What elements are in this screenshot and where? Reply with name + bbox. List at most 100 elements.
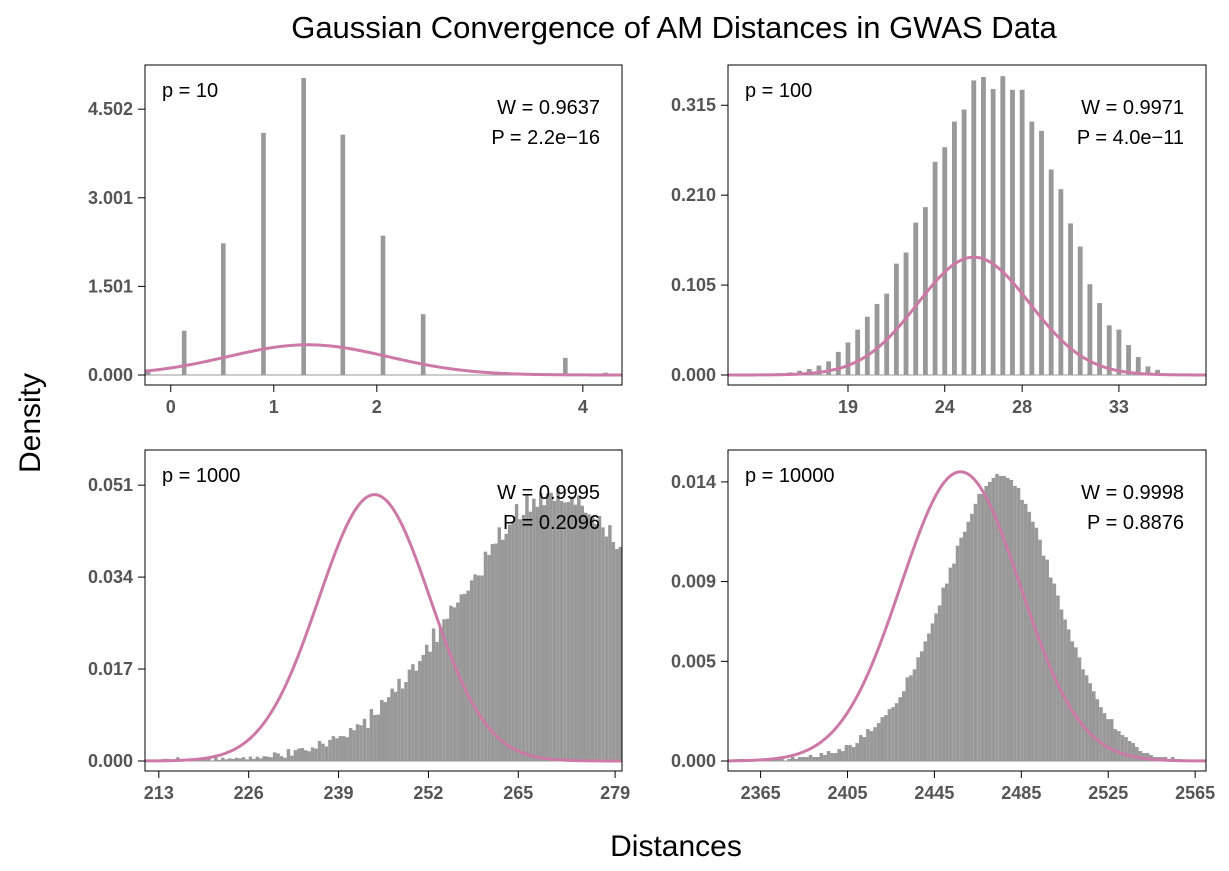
histogram-bar — [335, 738, 339, 761]
histogram-bar — [501, 539, 505, 761]
plot-area — [728, 470, 1206, 763]
histogram-bar — [1138, 751, 1143, 761]
histogram-bar — [535, 506, 540, 761]
histogram-bar — [981, 76, 986, 376]
histogram-bar — [214, 757, 218, 761]
histogram-bar — [362, 718, 367, 761]
histogram-bar — [469, 580, 474, 761]
histogram-bar — [449, 605, 453, 761]
histogram-bar — [893, 263, 899, 375]
histogram-bar — [729, 716, 732, 761]
histogram-bar — [919, 651, 924, 761]
histogram-bar — [342, 736, 346, 761]
histogram-bar — [667, 628, 670, 761]
histogram-bar — [283, 757, 287, 761]
histogram-bar — [248, 756, 253, 761]
histogram-bar — [1081, 669, 1085, 761]
histogram-bar — [1019, 89, 1025, 375]
histogram-bar — [293, 750, 298, 761]
histogram-bar — [942, 147, 948, 375]
histogram-bar — [962, 531, 967, 761]
histogram-bar — [1005, 477, 1010, 761]
histogram-bar — [1106, 325, 1112, 375]
histogram-bar — [376, 714, 381, 761]
plot-area — [145, 77, 622, 377]
histogram-bar — [1131, 743, 1135, 761]
histogram-bar — [445, 618, 450, 761]
histogram-bar — [851, 747, 856, 761]
histogram-bar — [359, 725, 363, 761]
histogram-bar — [1034, 527, 1039, 761]
histogram-bar — [272, 752, 277, 761]
histogram-bar — [1077, 246, 1083, 375]
histogram-bar — [864, 316, 870, 375]
histogram-bar — [262, 756, 266, 761]
histogram-bar — [324, 746, 329, 761]
shapiro-w-statistic: W = 0.9998 — [1081, 482, 1184, 504]
y-axis-label: Density — [14, 373, 47, 473]
histogram-bar — [1039, 130, 1044, 375]
histogram-bar — [300, 748, 304, 761]
histogram-bar — [494, 543, 498, 761]
histogram-bar — [959, 537, 963, 761]
histogram-bar — [221, 757, 225, 761]
histogram-bar — [833, 753, 838, 761]
histogram-bar — [891, 707, 895, 761]
histogram-bar — [338, 736, 343, 761]
histogram-bar — [826, 361, 832, 375]
histogram-bar — [1016, 487, 1021, 761]
histogram-bar — [757, 740, 760, 761]
histogram-bar — [328, 739, 332, 761]
panel-4: 0.000 0.005 0.009 0.014 2365 2405 2445 2485 2525… — [671, 449, 1215, 803]
histogram-bar — [577, 495, 581, 761]
histogram-bar — [286, 749, 291, 761]
histogram-bar — [977, 493, 981, 761]
histogram-bar — [442, 619, 446, 761]
histogram-bar — [304, 750, 308, 761]
panel-label: p = 10 — [162, 80, 218, 102]
y-tick-label: 0.000 — [88, 365, 133, 385]
plot-frame — [727, 64, 1207, 386]
histogram-bar — [1068, 223, 1073, 375]
x-tick-label: 2525 — [1088, 783, 1128, 803]
panel-label: p = 10000 — [745, 465, 835, 487]
histogram-bar — [1052, 583, 1057, 761]
shapiro-p-value: P = 0.8876 — [1087, 512, 1184, 534]
histogram-bar — [837, 749, 842, 761]
histogram-bar — [352, 730, 356, 761]
normal-curve — [728, 470, 1206, 763]
histogram-bar — [241, 757, 246, 761]
histogram-bar — [473, 574, 477, 761]
histogram-bar — [819, 753, 824, 761]
x-tick-label: 2 — [372, 397, 382, 417]
histogram-bar — [317, 740, 322, 761]
histogram-bar — [984, 485, 989, 761]
y-tick-label: 0.014 — [671, 472, 716, 492]
histogram-bar — [380, 235, 386, 375]
histogram-bar — [653, 612, 656, 761]
histogram-bar — [988, 481, 992, 761]
histogram-bar — [261, 132, 266, 375]
histogram-bar — [386, 697, 391, 761]
histogram-bar — [480, 575, 484, 761]
histogram-bar — [1106, 719, 1110, 761]
histogram-bar — [1074, 647, 1078, 761]
histogram-bar — [1027, 511, 1032, 761]
histogram-bar — [1066, 629, 1071, 761]
histogram-bar — [945, 583, 949, 761]
histogram-bar — [366, 728, 370, 761]
histogram-bar — [369, 709, 374, 761]
histogram-bar — [1041, 555, 1046, 761]
histogram-bar — [1126, 345, 1132, 375]
x-tick-label: 2485 — [1001, 783, 1041, 803]
histogram-bar — [934, 613, 938, 761]
histogram-bar — [203, 758, 208, 761]
histogram-bar — [636, 573, 639, 761]
histogram-bar — [1000, 76, 1006, 375]
histogram-bar — [1056, 595, 1060, 761]
x-axis-label: Distances — [610, 830, 742, 863]
x-tick-label: 4 — [578, 397, 588, 417]
histogram-bar — [566, 501, 571, 761]
histogram-bar — [898, 697, 902, 761]
